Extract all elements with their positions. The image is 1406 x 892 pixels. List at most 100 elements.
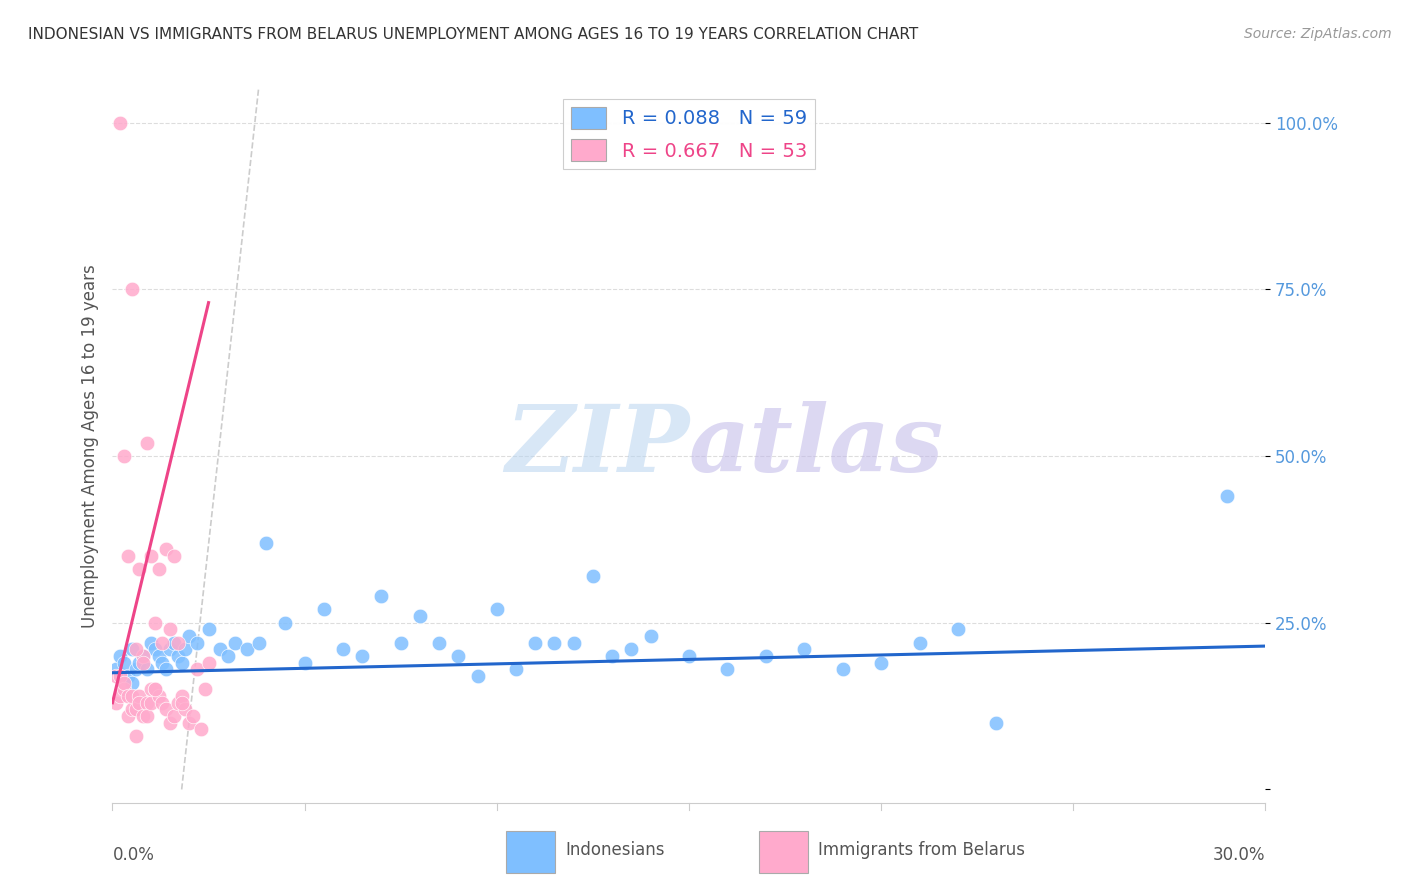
Point	[831, 662, 853, 676]
Point	[108, 669, 131, 683]
Point	[166, 649, 188, 664]
Point	[467, 669, 489, 683]
Point	[132, 649, 155, 664]
Text: INDONESIAN VS IMMIGRANTS FROM BELARUS UNEMPLOYMENT AMONG AGES 16 TO 19 YEARS COR: INDONESIAN VS IMMIGRANTS FROM BELARUS UN…	[28, 27, 918, 42]
Point	[294, 656, 316, 670]
Point	[582, 569, 605, 583]
Point	[143, 682, 166, 697]
Point	[152, 696, 174, 710]
Text: Source: ZipAtlas.com: Source: ZipAtlas.com	[1244, 27, 1392, 41]
Point	[128, 696, 150, 710]
Legend: R = 0.088   N = 59, R = 0.667   N = 53: R = 0.088 N = 59, R = 0.667 N = 53	[564, 99, 814, 169]
Point	[117, 669, 139, 683]
Point	[427, 636, 450, 650]
Point	[505, 662, 527, 676]
Point	[793, 642, 815, 657]
Point	[121, 675, 143, 690]
Point	[139, 696, 162, 710]
Point	[108, 689, 131, 703]
Point	[132, 709, 155, 723]
Point	[155, 702, 177, 716]
Point	[447, 649, 470, 664]
Point	[620, 642, 643, 657]
FancyBboxPatch shape	[759, 831, 808, 873]
Point	[986, 715, 1008, 730]
Text: 0.0%: 0.0%	[112, 846, 155, 863]
Point	[112, 682, 135, 697]
Point	[194, 682, 217, 697]
Point	[1216, 489, 1239, 503]
Point	[236, 642, 259, 657]
Point	[108, 649, 131, 664]
Text: 30.0%: 30.0%	[1213, 846, 1265, 863]
Point	[640, 629, 662, 643]
Point	[136, 696, 159, 710]
Point	[132, 649, 155, 664]
Point	[117, 709, 139, 723]
Point	[108, 115, 131, 129]
Point	[716, 662, 738, 676]
Point	[136, 435, 159, 450]
Point	[148, 562, 170, 576]
Text: ZIP: ZIP	[505, 401, 689, 491]
Point	[209, 642, 232, 657]
Point	[562, 636, 585, 650]
Point	[755, 649, 778, 664]
Point	[139, 682, 162, 697]
Point	[128, 689, 150, 703]
Point	[370, 589, 392, 603]
Point	[124, 729, 146, 743]
Point	[197, 623, 219, 637]
Point	[112, 675, 135, 690]
Point	[186, 636, 208, 650]
Point	[181, 709, 204, 723]
Point	[152, 656, 174, 670]
Point	[139, 636, 162, 650]
Point	[143, 682, 166, 697]
Point	[224, 636, 246, 650]
Point	[159, 642, 181, 657]
Text: Immigrants from Belarus: Immigrants from Belarus	[818, 841, 1025, 859]
Point	[197, 656, 219, 670]
Point	[136, 662, 159, 676]
Point	[143, 642, 166, 657]
Point	[678, 649, 700, 664]
Point	[121, 689, 143, 703]
Point	[163, 709, 186, 723]
Point	[124, 642, 146, 657]
Point	[389, 636, 412, 650]
Point	[155, 542, 177, 557]
Point	[117, 549, 139, 563]
FancyBboxPatch shape	[506, 831, 555, 873]
Text: Indonesians: Indonesians	[565, 841, 665, 859]
Point	[409, 609, 432, 624]
Point	[132, 656, 155, 670]
Point	[105, 669, 128, 683]
Point	[121, 642, 143, 657]
Point	[247, 636, 270, 650]
Point	[155, 662, 177, 676]
Point	[352, 649, 374, 664]
Point	[121, 282, 143, 296]
Point	[190, 723, 212, 737]
Point	[117, 689, 139, 703]
Point	[128, 562, 150, 576]
Point	[112, 449, 135, 463]
Point	[139, 549, 162, 563]
Point	[143, 615, 166, 630]
Point	[136, 709, 159, 723]
Point	[128, 656, 150, 670]
Point	[163, 549, 186, 563]
Point	[163, 636, 186, 650]
Point	[159, 715, 181, 730]
Point	[170, 696, 193, 710]
Point	[166, 636, 188, 650]
Point	[124, 702, 146, 716]
Point	[170, 656, 193, 670]
Point	[332, 642, 354, 657]
Point	[166, 696, 188, 710]
Point	[148, 689, 170, 703]
Point	[179, 629, 201, 643]
Point	[159, 623, 181, 637]
Point	[170, 689, 193, 703]
